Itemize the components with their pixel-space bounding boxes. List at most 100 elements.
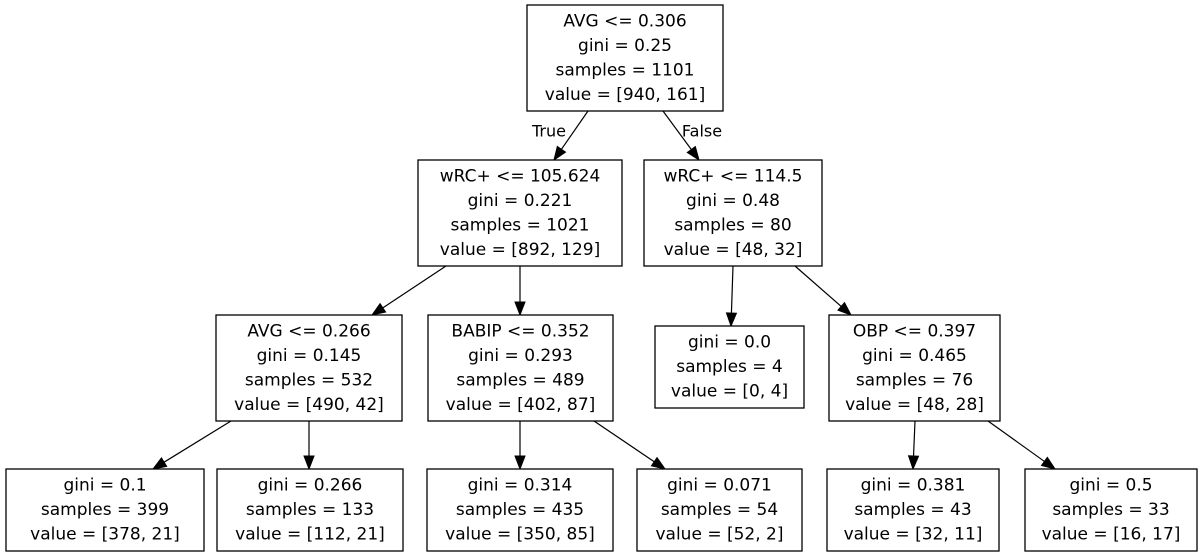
arrowhead-icon [907, 455, 920, 471]
tree-node: AVG <= 0.306 gini = 0.25 samples = 1101 val… [526, 4, 724, 112]
tree-edge [907, 420, 920, 471]
tree-node: gini = 0.071 samples = 54 value = [52, 2] [636, 468, 803, 552]
edge-line [987, 420, 1045, 462]
node-box [426, 468, 614, 552]
tree-edge [370, 265, 447, 316]
arrowhead-icon [514, 455, 526, 471]
node-text-line: value = [16, 17] [1042, 525, 1181, 545]
node-text-line: value = [940, 161] [545, 85, 705, 105]
edge-line [560, 110, 589, 150]
tree-edge [514, 266, 526, 317]
tree-node: gini = 0.381 samples = 43 value = [32, 11] [826, 468, 1000, 552]
node-text-line: samples = 435 [456, 500, 584, 520]
edge-line [662, 110, 692, 150]
node-text-line: wRC+ <= 114.5 [664, 166, 803, 186]
node-text-line: gini = 0.25 [578, 36, 672, 56]
tree-edge: False [662, 110, 722, 162]
node-text-line: value = [0, 4] [671, 382, 788, 402]
tree-edge [794, 265, 853, 316]
arrowhead-icon [303, 455, 315, 471]
node-text-line: samples = 80 [674, 215, 791, 235]
arrowhead-icon [837, 301, 853, 316]
edge-line [382, 265, 447, 309]
tree-node: gini = 0.0 samples = 4 value = [0, 4] [654, 325, 805, 409]
node-text-line: samples = 1101 [556, 60, 695, 80]
node-box [828, 314, 1001, 422]
node-box [417, 159, 623, 267]
node-text-line: value = [52, 2] [655, 525, 783, 545]
tree-node: BABIP <= 0.352 gini = 0.293 samples = 489 v… [427, 314, 614, 422]
edge-line [730, 265, 734, 314]
arrowhead-icon [650, 456, 667, 470]
node-text-line: gini = 0.266 [258, 476, 363, 496]
node-text-line: samples = 532 [245, 370, 373, 390]
node-text-line: gini = 0.5 [1069, 476, 1152, 496]
arrowhead-icon [686, 145, 700, 162]
node-box [1024, 468, 1198, 552]
node-text-line: samples = 133 [246, 500, 374, 520]
node-text-line: gini = 0.221 [468, 191, 573, 211]
node-text-line: value = [350, 85] [445, 525, 595, 545]
node-text-line: gini = 0.1 [63, 476, 146, 496]
tree-edge [514, 421, 526, 471]
node-text-line: samples = 76 [856, 370, 973, 390]
tree-node: gini = 0.1 samples = 399 value = [378, 21] [5, 468, 205, 552]
node-text-line: samples = 4 [676, 357, 783, 377]
node-box [216, 468, 404, 552]
edges-layer: True False [151, 110, 1057, 471]
node-box [427, 314, 614, 422]
tree-edge [987, 420, 1057, 470]
arrowhead-icon [514, 301, 526, 317]
edge-label: False [682, 122, 722, 141]
node-box [826, 468, 1000, 552]
node-text-line: OBP <= 0.397 [853, 321, 976, 341]
node-text-line: samples = 33 [1052, 500, 1169, 520]
arrowhead-icon [1040, 456, 1057, 470]
node-text-line: gini = 0.465 [862, 346, 967, 366]
node-text-line: BABIP <= 0.352 [451, 321, 589, 341]
node-text-line: value = [48, 28] [845, 395, 984, 415]
node-text-line: wRC+ <= 105.624 [440, 166, 601, 186]
node-text-line: gini = 0.381 [861, 476, 966, 496]
node-text-line: samples = 1021 [451, 215, 590, 235]
node-text-line: AVG <= 0.306 [563, 11, 686, 31]
arrowhead-icon [725, 312, 738, 328]
tree-edge: True [531, 110, 589, 162]
tree-node: wRC+ <= 114.5 gini = 0.48 samples = 80 valu… [643, 159, 823, 267]
node-text-line: samples = 54 [661, 500, 778, 520]
tree-edge [151, 420, 232, 470]
node-box [215, 314, 403, 422]
node-box [643, 159, 823, 267]
node-box [636, 468, 803, 552]
tree-node: AVG <= 0.266 gini = 0.145 samples = 532 val… [215, 314, 403, 422]
node-text-line: gini = 0.145 [257, 346, 362, 366]
tree-node: OBP <= 0.397 gini = 0.465 samples = 76 valu… [828, 314, 1001, 422]
node-text-line: value = [48, 32] [664, 240, 803, 260]
edge-line [593, 420, 655, 463]
node-box [5, 468, 205, 552]
tree-node: gini = 0.5 samples = 33 value = [16, 17] [1024, 468, 1198, 552]
arrowhead-icon [151, 457, 168, 470]
edge-label: True [531, 122, 566, 141]
node-text-line: samples = 43 [854, 500, 971, 520]
node-text-line: gini = 0.0 [688, 333, 771, 353]
edge-line [912, 420, 916, 457]
node-box [526, 4, 724, 112]
node-text-line: gini = 0.293 [468, 346, 573, 366]
tree-edge [303, 421, 315, 471]
node-text-line: gini = 0.071 [667, 476, 772, 496]
tree-node: gini = 0.266 samples = 133 value = [112, 2… [216, 468, 404, 552]
node-text-line: value = [402, 87] [446, 395, 596, 415]
node-text-line: value = [378, 21] [30, 525, 180, 545]
arrowhead-icon [553, 145, 567, 162]
node-text-line: value = [892, 129] [440, 240, 600, 260]
node-box [654, 325, 805, 409]
tree-edge [725, 265, 738, 328]
edge-line [794, 265, 842, 307]
node-text-line: value = [112, 21] [235, 525, 385, 545]
node-text-line: AVG <= 0.266 [247, 321, 370, 341]
node-text-line: gini = 0.48 [686, 191, 780, 211]
edge-line [163, 420, 232, 463]
tree-node: wRC+ <= 105.624 gini = 0.221 samples = 102… [417, 159, 623, 267]
